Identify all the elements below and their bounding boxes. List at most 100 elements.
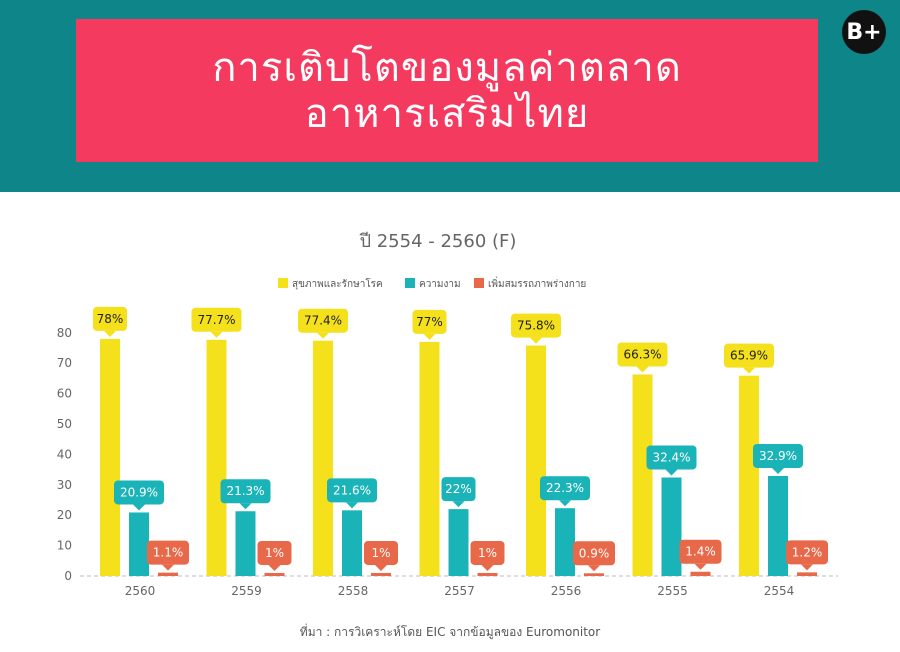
data-label-pointer (268, 564, 281, 571)
source-note: ที่มา : การวิเคราะห์โดย EIC จากข้อมูลของ… (299, 625, 601, 639)
bar (264, 572, 285, 576)
data-label: 66.3% (623, 347, 661, 361)
data-label: 21.6% (333, 483, 371, 497)
bar (584, 573, 604, 576)
data-label-pointer (239, 503, 252, 510)
data-label-pointer (317, 332, 329, 339)
y-tick-label: 40 (57, 447, 72, 461)
data-label-box (93, 306, 127, 331)
bar (129, 512, 149, 576)
data-label-box (147, 540, 189, 565)
y-tick-label: 80 (57, 326, 72, 340)
data-label: 22% (445, 482, 472, 496)
data-label: 1.2% (792, 545, 823, 559)
chart-title: ปี 2554 - 2560 (F) (359, 231, 516, 252)
data-label-box (724, 343, 774, 368)
data-label: 78% (97, 312, 124, 326)
data-label: 32.4% (652, 451, 690, 465)
data-label-pointer (375, 564, 387, 571)
data-label-pointer (530, 337, 542, 344)
brand-logo: B+ (842, 10, 886, 54)
data-label-box (257, 540, 292, 565)
data-label-pointer (772, 467, 784, 474)
x-tick-label: 2560 (125, 584, 156, 598)
data-label-pointer (210, 331, 223, 338)
data-label: 65.9% (730, 349, 768, 363)
data-label: 1% (265, 546, 284, 560)
header-banner: การเติบโตของมูลค่าตลาด อาหารเสริมไทย B+ (0, 0, 900, 192)
bar (235, 511, 256, 576)
bar (342, 510, 362, 576)
x-tick-label: 2558 (338, 584, 369, 598)
x-tick-label: 2559 (231, 584, 262, 598)
data-label: 77% (416, 315, 443, 329)
y-tick-label: 20 (57, 508, 72, 522)
y-tick-label: 10 (57, 539, 72, 553)
bar-chart: ปี 2554 - 2560 (F) สุขภาพและรักษาโรค ความง… (57, 231, 838, 598)
bar (632, 374, 653, 576)
bar (158, 572, 178, 576)
bar (371, 572, 391, 576)
bar (206, 339, 227, 576)
data-label-box (540, 476, 590, 501)
data-label-pointer (588, 565, 600, 572)
data-label-pointer (346, 502, 358, 509)
x-tick-label: 2554 (764, 584, 795, 598)
bar (100, 338, 120, 576)
data-label: 77.7% (197, 313, 235, 327)
data-label-pointer (481, 564, 494, 571)
page-title-line-2: อาหารเสริมไทย (304, 90, 590, 137)
bar (661, 477, 682, 576)
data-label-pointer (452, 501, 465, 508)
bar (477, 572, 498, 576)
data-label: 22.3% (546, 481, 584, 495)
data-label-box (573, 541, 615, 566)
data-label: 1.1% (153, 546, 184, 560)
data-label-pointer (743, 367, 755, 374)
data-label: 21.3% (226, 484, 264, 498)
bar (739, 375, 759, 576)
data-label: 77.4% (304, 314, 342, 328)
data-label-pointer (133, 504, 145, 511)
data-label-pointer (665, 469, 678, 476)
bar (526, 345, 546, 576)
data-label-pointer (423, 333, 436, 340)
data-label: 75.8% (517, 319, 555, 333)
data-label-box (191, 307, 242, 332)
data-label-box (114, 480, 164, 505)
data-label-box (679, 539, 722, 564)
x-tick-label: 2557 (444, 584, 475, 598)
data-label-box (220, 479, 271, 504)
data-label: 1% (478, 546, 497, 560)
legend-label: ความงาม (419, 279, 461, 290)
data-label-box (470, 540, 505, 565)
x-tick-label: 2555 (657, 584, 688, 598)
bar (768, 475, 788, 576)
data-label-box (327, 478, 377, 503)
data-label-box (511, 313, 561, 338)
legend-label: เพิ่มสมรรถภาพร่างกาย (488, 276, 586, 290)
data-label-box (441, 477, 476, 502)
data-label: 0.9% (579, 546, 610, 560)
data-label-box (364, 540, 398, 565)
data-label-box (786, 540, 828, 565)
bar (797, 572, 817, 576)
page-title-line-1: การเติบโตของมูลค่าตลาด (212, 44, 682, 91)
data-label: 1% (371, 546, 390, 560)
data-label-pointer (694, 563, 707, 570)
data-label: 20.9% (120, 485, 158, 499)
y-tick-label: 60 (57, 387, 72, 401)
data-label-pointer (162, 564, 174, 571)
legend-swatch (278, 278, 288, 288)
title-box: การเติบโตของมูลค่าตลาด อาหารเสริมไทย (76, 19, 818, 162)
bar (555, 508, 575, 576)
y-tick-label: 50 (57, 417, 72, 431)
legend-label: สุขภาพและรักษาโรค (292, 277, 383, 290)
data-label-pointer (104, 330, 116, 337)
data-label-box (298, 308, 348, 333)
legend-swatch (405, 278, 415, 288)
bar (313, 340, 333, 576)
bar (419, 341, 440, 576)
legend-swatch (474, 278, 484, 288)
data-label-box (617, 342, 668, 367)
